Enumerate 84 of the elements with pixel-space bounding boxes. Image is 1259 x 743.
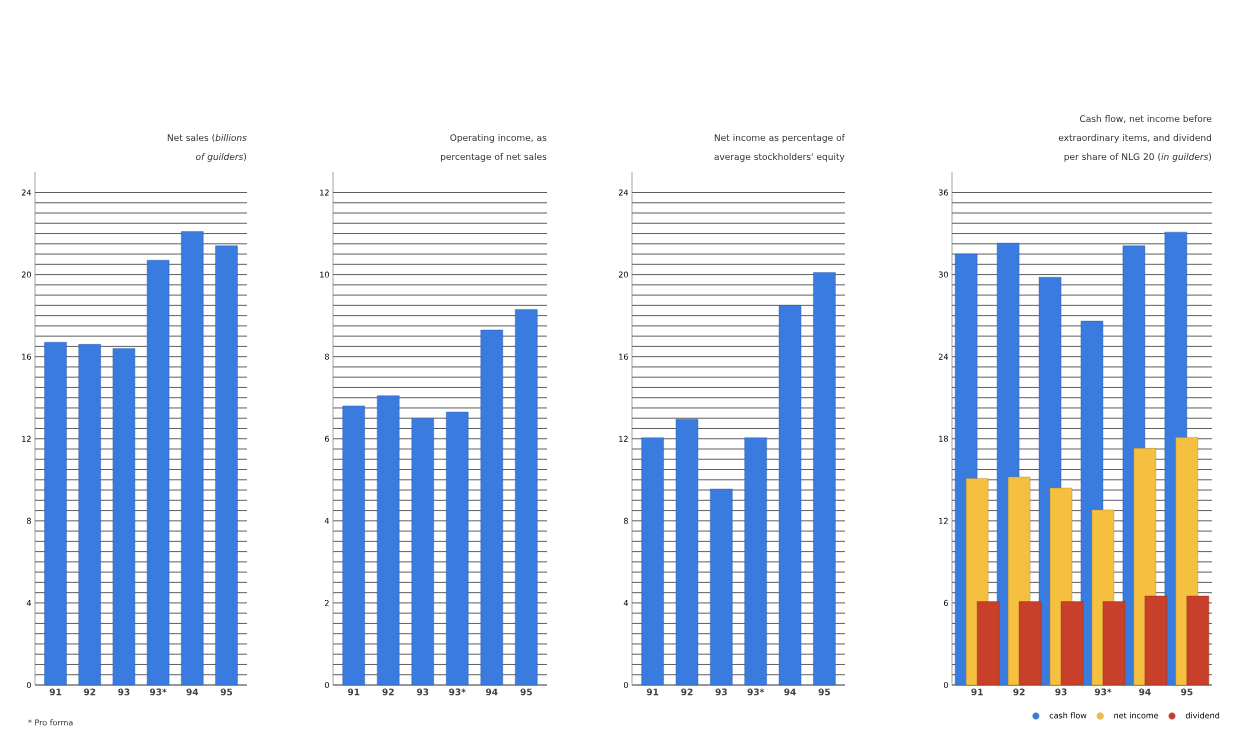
x-tick-label: 94 xyxy=(1139,688,1151,696)
y-tick-label: 0 xyxy=(943,681,948,689)
y-tick-label: 16 xyxy=(22,353,31,360)
x-tick-label: 95 xyxy=(520,688,532,696)
x-tick-label: 91 xyxy=(971,688,983,696)
y-tick-label: 4 xyxy=(623,599,629,606)
x-tick-label: 93* xyxy=(149,688,167,696)
bar xyxy=(44,342,67,686)
x-tick-label: 93 xyxy=(1055,688,1067,696)
x-tick-label: 91 xyxy=(49,688,62,696)
x-tick-label: 93 xyxy=(715,688,727,696)
y-tick-label: 6 xyxy=(324,435,329,442)
y-tick-label: 8 xyxy=(623,517,628,524)
bar xyxy=(78,344,101,686)
bar xyxy=(1144,595,1168,686)
x-tick-label: 93 xyxy=(416,688,429,696)
x-tick-label: 94 xyxy=(186,688,199,696)
bar xyxy=(515,309,538,686)
x-tick-label: 91 xyxy=(347,688,360,696)
bar xyxy=(411,418,434,686)
y-tick-label: 20 xyxy=(21,271,31,278)
y-tick-label: 12 xyxy=(22,435,31,442)
y-tick-label: 6 xyxy=(943,599,948,606)
chart-title: Cash flow, net income before extraordinary items, and dividend per share of NLG 20 (in guilders) xyxy=(1058,115,1212,162)
y-tick-label: 30 xyxy=(938,271,948,278)
bar xyxy=(1186,595,1210,686)
y-tick-label: 24 xyxy=(21,189,32,196)
y-tick-label: 4 xyxy=(324,517,330,524)
chart-title: Net income as percentage of average stockholders' equity xyxy=(714,134,845,162)
text: * Pro forma xyxy=(28,719,73,726)
y-tick-label: 24 xyxy=(938,353,949,360)
bar xyxy=(1060,601,1084,686)
x-tick-label: 92 xyxy=(83,688,96,696)
bar xyxy=(181,231,204,686)
x-tick-label: 92 xyxy=(681,688,693,696)
bar xyxy=(1102,601,1126,686)
bar xyxy=(342,405,365,686)
y-tick-label: 4 xyxy=(26,599,32,606)
bar xyxy=(744,437,767,686)
y-tick-label: 2 xyxy=(324,599,329,606)
legend-label: cash flow xyxy=(1049,712,1087,719)
chart-title: Operating income, as percentage of net sales xyxy=(441,134,547,162)
x-tick-label: 94 xyxy=(784,688,796,696)
y-tick-label: 8 xyxy=(324,353,329,360)
y-tick-label: 0 xyxy=(324,681,329,689)
y-tick-label: 8 xyxy=(26,517,31,524)
bar xyxy=(446,411,469,686)
bar xyxy=(377,395,400,686)
y-tick-label: 36 xyxy=(938,189,948,196)
x-tick-label: 93* xyxy=(747,688,765,696)
y-tick-label: 0 xyxy=(623,681,628,689)
legend-label: net income xyxy=(1114,712,1159,719)
x-tick-label: 92 xyxy=(382,688,394,696)
chart-title: Net sales (billions of guilders) xyxy=(167,134,247,162)
y-tick-label: 12 xyxy=(939,517,948,524)
bar xyxy=(976,601,1000,686)
x-tick-label: 95 xyxy=(1181,688,1193,696)
bar xyxy=(480,329,503,686)
y-tick-label: 16 xyxy=(619,353,628,360)
bar xyxy=(675,419,699,686)
y-tick-label: 24 xyxy=(618,189,629,196)
x-tick-label: 92 xyxy=(1013,688,1025,696)
bar xyxy=(641,437,664,686)
x-tick-label: 93* xyxy=(1094,688,1112,696)
y-tick-label: 18 xyxy=(939,435,948,442)
bar xyxy=(215,245,238,686)
x-tick-label: 94 xyxy=(485,688,498,696)
y-tick-label: 12 xyxy=(619,435,628,442)
x-tick-label: 95 xyxy=(220,688,233,696)
y-tick-label: 12 xyxy=(320,189,329,196)
bar xyxy=(813,272,836,686)
y-tick-label: 0 xyxy=(26,681,31,689)
x-tick-label: 93* xyxy=(449,688,466,696)
y-tick-label: 20 xyxy=(618,271,628,278)
bar xyxy=(146,260,170,686)
y-tick-label: 10 xyxy=(320,271,329,278)
bar xyxy=(778,305,802,686)
bar xyxy=(710,488,733,686)
legend-label: dividend xyxy=(1185,712,1220,719)
x-tick-label: 95 xyxy=(818,688,831,696)
x-tick-label: 91 xyxy=(646,688,659,696)
bar xyxy=(1018,601,1042,686)
bar xyxy=(112,348,136,686)
x-tick-label: 93 xyxy=(118,688,130,696)
